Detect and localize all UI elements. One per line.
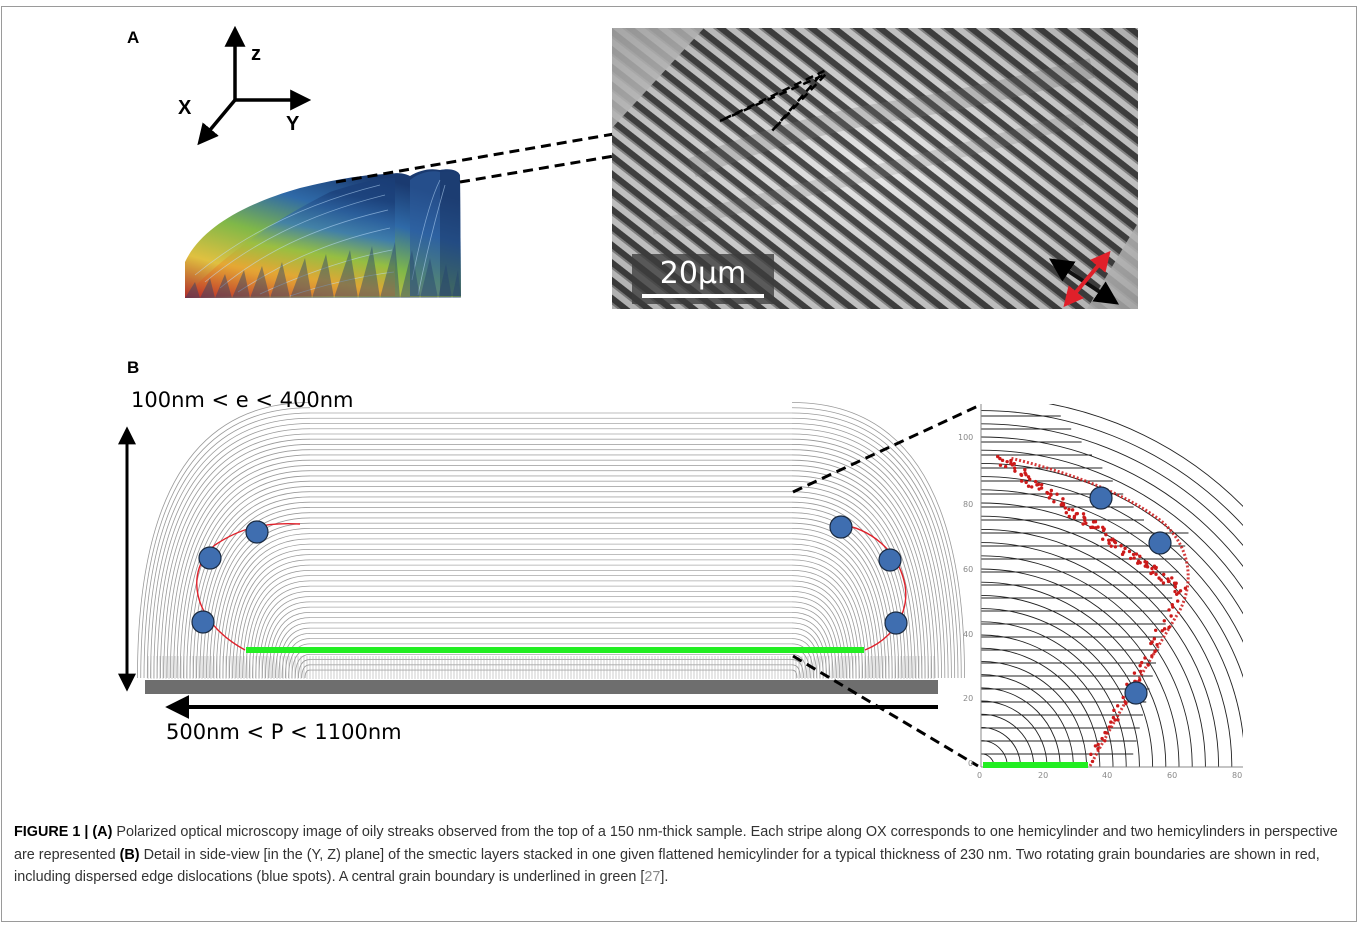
caption-b-label: (B) <box>119 846 140 863</box>
edge-dislocations-right <box>829 515 908 635</box>
panel-a-label: A <box>127 28 140 47</box>
grain-boundary-right <box>837 523 907 651</box>
scale-bar-label: 20µm <box>659 256 747 291</box>
caption-text-a: Polarized optical microscopy image of oi… <box>14 824 1338 863</box>
zoom-y-tick: 80 <box>963 500 974 509</box>
axis-triad <box>197 25 312 146</box>
zoom-y-tick: 0 <box>968 759 974 768</box>
axis-y-label: Y <box>286 113 300 135</box>
axis-x-label: X <box>178 97 192 119</box>
zoom-y-tick: 60 <box>963 565 974 574</box>
zoom-x-tick: 0 <box>977 771 983 780</box>
zoom-x-tick: 80 <box>1232 771 1243 780</box>
axis-z-label: z <box>251 43 261 65</box>
caption-text-end: ]. <box>660 869 669 885</box>
zoom-x-tick: 20 <box>1038 771 1049 780</box>
zoom-y-tick: 100 <box>958 433 974 442</box>
figure-graphics <box>118 25 1243 768</box>
zoom-plot <box>980 404 1243 768</box>
link-dashed-lines-b <box>792 404 979 768</box>
scale-bar-box: 20µm <box>632 254 774 304</box>
period-label: 500nm < P < 1100nm <box>166 720 402 744</box>
scale-bar <box>642 294 764 298</box>
figure-frame <box>1 6 1357 922</box>
zoom-x-tick: 40 <box>1102 771 1113 780</box>
zoom-x-tick: 60 <box>1167 771 1178 780</box>
substrate <box>145 680 938 694</box>
hemicylinder-cross-section <box>137 402 965 694</box>
hemicylinder-3d-render <box>185 169 461 298</box>
caption-figure-label: FIGURE 1 | <box>14 824 93 840</box>
zoom-y-tick: 20 <box>963 694 974 703</box>
zoom-y-tick: 40 <box>963 630 974 639</box>
caption-text-b: Detail in side-view [in the (Y, Z) plane… <box>14 846 1320 886</box>
caption-a-label: (A) <box>92 824 113 840</box>
edge-dislocations-left <box>191 520 269 634</box>
caption-reference[interactable]: 27 <box>644 869 661 885</box>
thickness-label: 100nm < e < 400nm <box>131 388 354 412</box>
panel-b-label: B <box>127 358 140 377</box>
zoom-edge-dislocations <box>1089 486 1172 705</box>
figure-caption: FIGURE 1 | (A) Polarized optical microsc… <box>14 821 1344 889</box>
